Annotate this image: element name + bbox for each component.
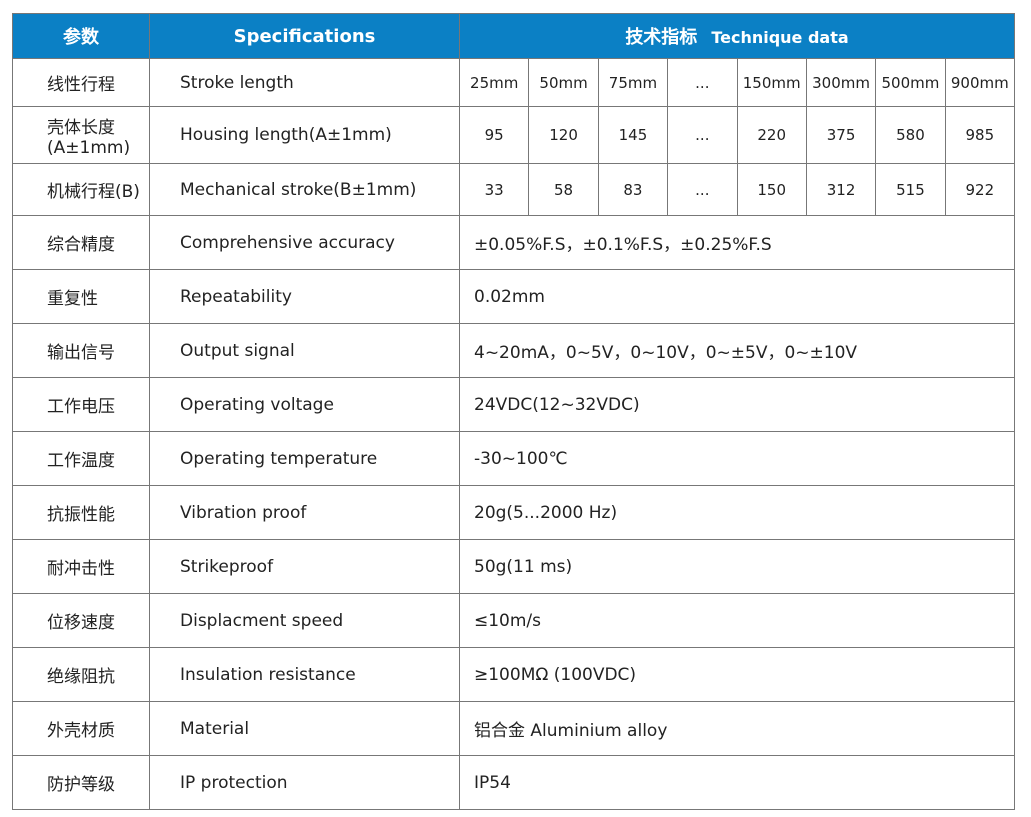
size-cell: 25mm	[458, 58, 530, 107]
param-cn: 线性行程	[12, 58, 150, 107]
param-cn: 位移速度	[12, 593, 150, 648]
table-row: 工作温度 Operating temperature -30~100℃	[12, 431, 1015, 486]
param-value: 4~20mA，0~5V，0~10V，0~±5V，0~±10V	[459, 323, 1015, 378]
table-row: 工作电压 Operating voltage 24VDC(12~32VDC)	[12, 377, 1015, 432]
param-cn: 绝缘阻抗	[12, 647, 150, 702]
param-en: Housing length(A±1mm)	[149, 106, 460, 164]
table-row: 线性行程 Stroke length 25mm 50mm 75mm... 150mm 300…	[12, 58, 1016, 107]
table-row: 综合精度 Comprehensive accuracy ±0.05%F.S，±0.1…	[12, 215, 1015, 270]
param-value: ≥100MΩ (100VDC)	[459, 647, 1015, 702]
param-en: Vibration proof	[149, 485, 460, 540]
header-row: 参数 Specifications 技术指标 Technique data	[12, 13, 1015, 59]
size-cell: 33	[458, 163, 530, 216]
table-row: 输出信号 Output signal 4~20mA，0~5V，0~10V，0~±5V…	[12, 323, 1015, 378]
size-cell: 75mm	[597, 58, 669, 107]
header-tech-en: Technique data	[711, 28, 849, 47]
size-cell: 515	[875, 163, 946, 216]
size-cell: 900mm	[944, 58, 1016, 107]
param-value: ±0.05%F.S，±0.1%F.S，±0.25%F.S	[459, 215, 1015, 270]
param-cn: 机械行程(B)	[12, 163, 150, 216]
size-cell: 985	[944, 106, 1016, 164]
param-cn: 工作温度	[12, 431, 150, 486]
size-cell: 150mm	[736, 58, 807, 107]
size-cell: 50mm	[528, 58, 599, 107]
size-cell: 580	[875, 106, 946, 164]
size-cell: 58	[528, 163, 599, 216]
table-row: 位移速度 Displacment speed ≤10m/s	[12, 593, 1015, 648]
param-en: IP protection	[149, 755, 460, 810]
param-value: 24VDC(12~32VDC)	[459, 377, 1015, 432]
size-cell: 312	[805, 163, 877, 216]
size-cell: 922	[944, 163, 1016, 216]
param-en: Comprehensive accuracy	[149, 215, 460, 270]
table-row: 壳体长度(A±1mm) Housing length(A±1mm) 95 120 145…	[12, 106, 1016, 164]
param-cn: 输出信号	[12, 323, 150, 378]
size-cell: ...	[667, 58, 738, 107]
param-en: Stroke length	[149, 58, 460, 107]
size-cell: 150	[736, 163, 807, 216]
size-cell: 220	[736, 106, 807, 164]
param-en: Mechanical stroke(B±1mm)	[149, 163, 460, 216]
param-en: Strikeproof	[149, 539, 460, 594]
param-value: 0.02mm	[459, 269, 1015, 324]
size-cell: 145	[597, 106, 669, 164]
param-en: Operating temperature	[149, 431, 460, 486]
size-cell: ...	[667, 106, 738, 164]
table-row: 外壳材质 Material 铝合金 Aluminium alloy	[12, 701, 1015, 756]
param-en: Operating voltage	[149, 377, 460, 432]
table-row: 机械行程(B) Mechanical stroke(B±1mm) 33 58 83...…	[12, 163, 1016, 216]
param-en: Insulation resistance	[149, 647, 460, 702]
param-value: 50g(11 ms)	[459, 539, 1015, 594]
param-cn: 抗振性能	[12, 485, 150, 540]
param-cn: 耐冲击性	[12, 539, 150, 594]
param-en: Displacment speed	[149, 593, 460, 648]
header-param: 参数	[12, 13, 150, 59]
param-value: ≤10m/s	[459, 593, 1015, 648]
table-row: 防护等级 IP protection IP54	[12, 755, 1015, 810]
size-cell: 375	[805, 106, 877, 164]
table-row: 绝缘阻抗 Insulation resistance ≥100MΩ (100VDC)	[12, 647, 1015, 702]
param-en: Material	[149, 701, 460, 756]
size-cell: 120	[528, 106, 599, 164]
param-cn: 防护等级	[12, 755, 150, 810]
param-cn: 壳体长度(A±1mm)	[12, 106, 150, 164]
size-cell: 83	[597, 163, 669, 216]
param-cn: 外壳材质	[12, 701, 150, 756]
size-cell: 500mm	[875, 58, 946, 107]
param-en: Repeatability	[149, 269, 460, 324]
table-row: 重复性 Repeatability 0.02mm	[12, 269, 1015, 324]
table-row: 抗振性能 Vibration proof 20g(5...2000 Hz)	[12, 485, 1015, 540]
param-cn: 工作电压	[12, 377, 150, 432]
size-cell: 95	[458, 106, 530, 164]
param-value: -30~100℃	[459, 431, 1015, 486]
header-specs: Specifications	[149, 13, 460, 59]
spec-table: 参数 Specifications 技术指标 Technique data 线性行…	[12, 13, 1016, 810]
param-en: Output signal	[149, 323, 460, 378]
param-value: IP54	[459, 755, 1015, 810]
header-tech-cn: 技术指标	[625, 27, 698, 48]
size-cell: ...	[667, 163, 738, 216]
param-value: 20g(5...2000 Hz)	[459, 485, 1015, 540]
param-value: 铝合金 Aluminium alloy	[459, 701, 1015, 756]
param-cn: 综合精度	[12, 215, 150, 270]
header-tech: 技术指标 Technique data	[459, 13, 1015, 59]
table-row: 耐冲击性 Strikeproof 50g(11 ms)	[12, 539, 1015, 594]
param-cn: 重复性	[12, 269, 150, 324]
size-cell: 300mm	[805, 58, 877, 107]
